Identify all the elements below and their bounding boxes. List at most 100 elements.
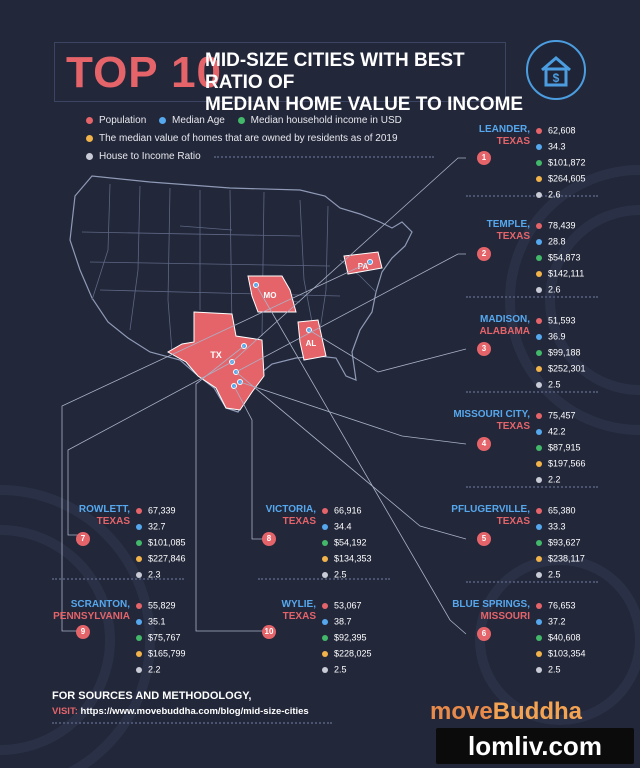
ratio-dot-icon	[536, 381, 542, 388]
stat-population: 78,439	[548, 220, 576, 231]
methodology-text: FOR SOURCES AND METHODOLOGY,	[52, 690, 252, 702]
ratio-dot-icon	[536, 571, 542, 578]
visit-label: VISIT:	[52, 706, 78, 717]
city-card-9: SCRANTON, PENNSYLVANIA 9 55,829 35.1 $75…	[52, 597, 222, 675]
age-dot-icon	[536, 618, 542, 625]
city-card-10: WYLIE, TEXAS 10 53,067 38.7 $92,395 $228…	[258, 597, 428, 675]
title-subtitle: MID-SIZE CITIES WITH BEST RATIO OF MEDIA…	[205, 50, 525, 116]
title-line-1: MID-SIZE CITIES WITH BEST RATIO OF	[205, 50, 465, 93]
map-label-al: AL	[306, 339, 317, 348]
city-state: TEXAS	[282, 516, 316, 527]
stat-income: $101,085	[148, 537, 186, 548]
ratio-dot-icon	[322, 666, 328, 673]
income-dot-icon	[136, 539, 142, 546]
stat-population: 67,339	[148, 505, 176, 516]
legend-home-value: The median value of homes that are owned…	[99, 133, 398, 144]
stat-home-value: $165,799	[148, 648, 186, 659]
city-stats: 53,067 38.7 $92,395 $228,025 2.5	[322, 597, 372, 677]
stat-ratio: 2.6	[548, 284, 561, 295]
stat-home-value: $227,846	[148, 553, 186, 564]
city-card-1: LEANDER, TEXAS 1 62,608 34.3 $101,872 $2…	[440, 122, 610, 200]
state-alabama	[297, 319, 327, 361]
population-dot-icon	[536, 602, 542, 609]
stat-income: $101,872	[548, 157, 586, 168]
map-label-tx: TX	[210, 350, 222, 360]
rank-badge: 5	[477, 532, 491, 546]
stat-home-value: $252,301	[548, 363, 586, 374]
home-value-dot-icon	[536, 650, 542, 657]
city-stats: 75,457 42.2 $87,915 $197,566 2.2	[536, 407, 586, 487]
city-card-3: MADISON, ALABAMA 3 51,593 36.9 $99,188 $…	[440, 312, 610, 390]
city-name: BLUE SPRINGS,	[452, 599, 530, 610]
stat-home-value: $197,566	[548, 458, 586, 469]
city-name: TEMPLE,	[486, 219, 530, 230]
age-dot-icon	[536, 143, 542, 150]
home-value-dot-icon	[136, 650, 142, 657]
divider	[466, 195, 598, 197]
city-name: ROWLETT,	[78, 504, 130, 515]
home-value-dot-icon	[136, 555, 142, 562]
rank-badge: 1	[477, 151, 491, 165]
city-title: MISSOURI CITY, TEXAS	[440, 409, 530, 433]
stat-ratio: 2.5	[334, 569, 347, 580]
ratio-dot-icon	[536, 476, 542, 483]
income-dot-icon	[536, 634, 542, 641]
income-dot-icon	[136, 634, 142, 641]
age-dot-icon	[536, 238, 542, 245]
city-state: TEXAS	[496, 421, 530, 432]
home-value-dot-icon	[322, 555, 328, 562]
population-dot-icon	[322, 507, 328, 514]
title-line-2: MEDIAN HOME VALUE TO INCOME	[205, 94, 524, 115]
divider	[466, 296, 598, 298]
population-dot-icon	[136, 507, 142, 514]
footer-divider	[52, 722, 332, 724]
rank-badge: 2	[477, 247, 491, 261]
city-stats: 51,593 36.9 $99,188 $252,301 2.5	[536, 312, 586, 392]
city-card-2: TEMPLE, TEXAS 2 78,439 28.8 $54,873 $142…	[440, 217, 610, 295]
brand-buddha: Buddha	[492, 698, 583, 725]
ratio-dot-icon	[136, 666, 142, 673]
age-dot-icon	[322, 618, 328, 625]
ratio-dot-icon	[536, 191, 542, 198]
city-stats: 65,380 33.3 $93,627 $238,117 2.5	[536, 502, 585, 582]
rank-badge: 9	[76, 625, 90, 639]
stat-age: 28.8	[548, 236, 566, 247]
stat-ratio: 2.5	[548, 664, 561, 675]
stat-age: 42.2	[548, 426, 566, 437]
age-dot-icon	[322, 523, 328, 530]
age-dot-icon	[536, 428, 542, 435]
home-value-dot-icon	[536, 460, 542, 467]
city-state: TEXAS	[282, 611, 316, 622]
divider	[466, 391, 598, 393]
population-dot-icon	[536, 412, 542, 419]
stat-age: 33.3	[548, 521, 566, 532]
stat-home-value: $264,605	[548, 173, 586, 184]
population-dot-icon	[86, 117, 93, 124]
city-name: MADISON,	[480, 314, 530, 325]
city-card-8: VICTORIA, TEXAS 8 66,916 34.4 $54,192 $1…	[258, 502, 428, 580]
title-box	[54, 42, 506, 102]
legend-age: Median Age	[172, 115, 225, 126]
city-state: TEXAS	[96, 516, 130, 527]
map-label-pa: PA	[358, 262, 369, 271]
divider	[466, 581, 598, 583]
stat-home-value: $134,353	[334, 553, 372, 564]
marker-missouri	[253, 282, 259, 288]
stat-ratio: 2.5	[548, 569, 561, 580]
stat-ratio: 2.3	[148, 569, 161, 580]
city-name: LEANDER,	[478, 124, 530, 135]
rank-badge: 4	[477, 437, 491, 451]
city-name: SCRANTON,	[70, 599, 130, 610]
city-stats: 62,608 34.3 $101,872 $264,605 2.6	[536, 122, 586, 202]
stat-age: 35.1	[148, 616, 166, 627]
source-link[interactable]: https://www.movebuddha.com/blog/mid-size…	[80, 706, 309, 717]
stat-income: $99,188	[548, 347, 581, 358]
stat-age: 34.4	[334, 521, 352, 532]
city-stats: 55,829 35.1 $75,767 $165,799 2.2	[136, 597, 186, 677]
title-top10: TOP 10	[66, 48, 223, 97]
stat-home-value: $238,117	[548, 553, 585, 564]
visit-line: VISIT: https://www.movebuddha.com/blog/m…	[52, 706, 309, 717]
age-dot-icon	[136, 523, 142, 530]
population-dot-icon	[536, 222, 542, 229]
city-card-4: MISSOURI CITY, TEXAS 4 75,457 42.2 $87,9…	[440, 407, 610, 485]
